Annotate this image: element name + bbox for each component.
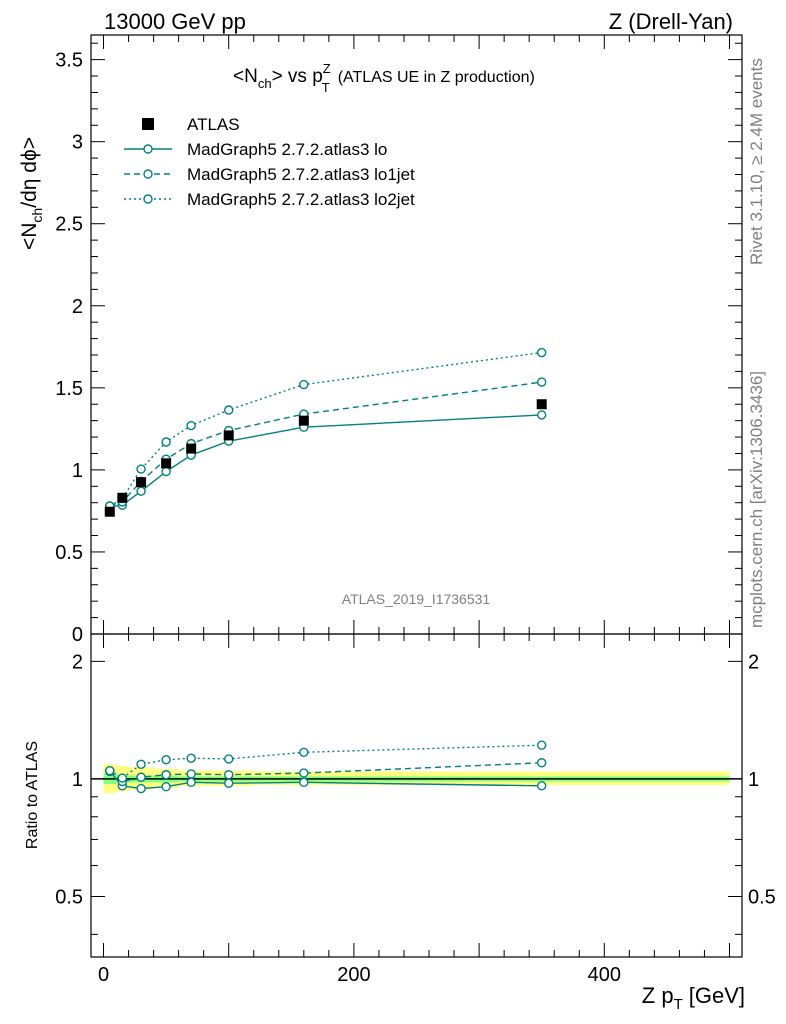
ratio-series-point-solid	[161, 782, 171, 792]
main-y-tick-label: 3	[72, 132, 83, 154]
x-axis-label: Z pT [GeV]	[642, 983, 745, 1013]
ratio-series-point-solid	[224, 778, 234, 788]
x-tick-label: 0	[98, 964, 109, 986]
ratio-series-point-dashed	[136, 772, 146, 782]
legend-marker-data	[142, 118, 154, 130]
main-plot-area: 0 0.5 1 1.5 2 2.5 3 3.5	[55, 34, 743, 646]
main-series-point-dotted	[136, 464, 146, 474]
legend-label: MadGraph5 2.7.2.atlas3 lo1jet	[187, 165, 415, 184]
atlas-data-point	[136, 477, 147, 488]
ratio-series-point-dashed	[224, 770, 234, 780]
main-series-point-dotted	[299, 379, 309, 390]
ratio-series-point-dashed	[161, 770, 171, 780]
ratio-series-point-dotted	[536, 740, 547, 750]
x-tick-label: 400	[588, 964, 621, 986]
main-y-tick-label: 0.5	[55, 542, 83, 564]
atlas-data-point	[186, 443, 197, 454]
ratio-series-point-dotted	[105, 765, 115, 776]
main-series-point-dotted	[224, 405, 234, 415]
legend-marker-dotted	[143, 194, 153, 204]
header-left: 13000 GeV pp	[104, 9, 246, 34]
main-series-point-solid	[536, 410, 547, 420]
atlas-data-point	[104, 506, 115, 517]
atlas-data-point	[117, 492, 128, 503]
header-right: Z (Drell-Yan)	[609, 9, 733, 34]
main-series-line-dotted	[109, 351, 542, 507]
ratio-series-line-dotted	[109, 744, 542, 779]
legend-label: MadGraph5 2.7.2.atlas3 lo	[187, 140, 387, 159]
legend-label: MadGraph5 2.7.2.atlas3 lo2jet	[187, 190, 415, 209]
main-series-line-dashed	[109, 381, 542, 507]
atlas-data-point	[536, 399, 547, 410]
main-y-axis-label: <Nch/dη dϕ>	[18, 137, 45, 250]
main-series-point-dotted	[536, 347, 547, 358]
rivet-version-text: Rivet 3.1.10, ≥ 2.4M events	[747, 58, 766, 265]
main-series-point-dotted	[186, 420, 196, 431]
ratio-series-point-dashed	[299, 768, 309, 778]
ratio-frame	[90, 633, 743, 958]
ratio-series-point-dotted	[299, 747, 309, 757]
legend-marker-dashed	[143, 169, 153, 179]
x-tick-label: 200	[337, 964, 370, 986]
ratio-series-point-dotted	[117, 773, 127, 783]
ratio-series-point-solid	[536, 781, 547, 791]
main-series-point-solid	[136, 486, 146, 496]
ratio-y-tick-label-right: 0.5	[748, 887, 776, 909]
ratio-y-tick-label-right: 1	[748, 769, 759, 791]
main-y-tick-label: 1.5	[55, 378, 83, 400]
ratio-y-tick-label: 2	[72, 651, 83, 673]
ratio-series-point-solid	[299, 777, 309, 788]
ratio-series-point-solid	[136, 783, 146, 794]
mcplots-reference-text: mcplots.cern.ch [arXiv:1306.3436]	[747, 371, 766, 628]
ratio-series-point-dashed	[186, 769, 196, 779]
main-series-point-dashed	[536, 377, 547, 387]
ratio-y-tick-label-right: 2	[748, 651, 759, 673]
ratio-series-point-solid	[186, 777, 196, 788]
atlas-data-point	[161, 458, 172, 469]
ratio-series-line-dashed	[109, 762, 542, 783]
legend-marker-solid	[143, 144, 153, 154]
ratio-series-point-dotted	[161, 755, 171, 765]
ratio-y-axis-label: Ratio to ATLAS	[24, 741, 41, 849]
main-y-tick-label: 2.5	[55, 214, 83, 236]
plot-title: <Nch> vs pZ T(ATLAS UE in Z production)	[233, 61, 535, 95]
ratio-series-point-dotted	[186, 753, 196, 763]
main-y-tick-label: 1	[72, 460, 83, 482]
main-series-point-solid	[161, 466, 171, 477]
ratio-plot-area: 0 200 400 0.5 0.5 1 1 2 2	[55, 35, 776, 986]
ratio-y-tick-label: 1	[72, 769, 83, 791]
atlas-data-point	[223, 430, 234, 441]
legend: ATLAS MadGraph5 2.7.2.atlas3 lo MadGraph5 …	[124, 115, 415, 209]
main-y-tick-label: 3.5	[55, 50, 83, 72]
main-y-tick-label: 0	[72, 624, 83, 646]
analysis-watermark: ATLAS_2019_I1736531	[342, 591, 491, 607]
main-series-point-dotted	[161, 437, 171, 447]
ratio-series-point-dashed	[536, 758, 547, 768]
main-series-line-solid	[109, 414, 542, 508]
ratio-series-point-dotted	[224, 754, 234, 764]
main-y-tick-label: 2	[72, 296, 83, 318]
ratio-series-point-dotted	[136, 759, 146, 770]
legend-label: ATLAS	[187, 115, 240, 134]
ratio-y-tick-label: 0.5	[55, 887, 83, 909]
atlas-data-point	[298, 415, 309, 426]
